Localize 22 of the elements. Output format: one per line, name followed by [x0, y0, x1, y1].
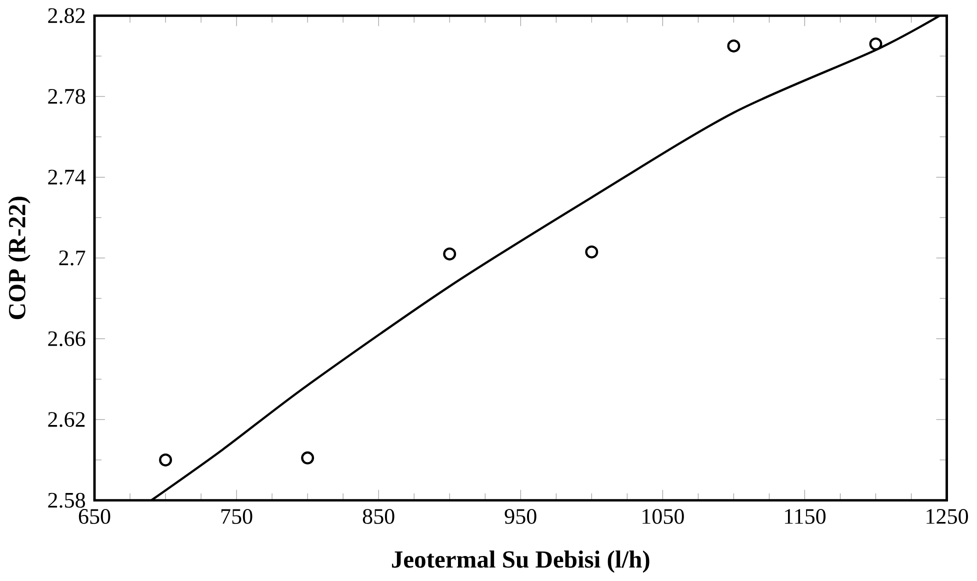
y-tick-label: 2.58 — [48, 492, 85, 508]
point — [727, 39, 740, 52]
point — [443, 247, 456, 260]
x-tick-label: 850 — [362, 509, 394, 524]
y-axis-title: COP (R-22) — [8, 196, 30, 320]
y-tick-label: 2.82 — [48, 8, 85, 24]
point — [585, 245, 598, 258]
y-tick-label: 2.66 — [48, 331, 86, 346]
x-tick-label: 750 — [221, 509, 252, 524]
y-tick-label: 2.62 — [48, 412, 85, 428]
x-tick-label: 1150 — [784, 509, 826, 524]
x-tick-label: 950 — [504, 509, 536, 524]
y-tick-label: 2.7 — [59, 250, 86, 266]
point — [301, 451, 314, 464]
x-tick-label: 1050 — [642, 509, 684, 524]
point — [869, 37, 882, 50]
x-axis-title: Jeotermal Su Debisi (l/h) — [392, 550, 650, 573]
point — [159, 453, 172, 466]
x-tick-label: 650 — [78, 509, 110, 524]
y-tick-label: 2.78 — [48, 88, 85, 104]
y-tick-label: 2.74 — [48, 170, 86, 185]
x-tick-label: 1250 — [926, 509, 968, 524]
